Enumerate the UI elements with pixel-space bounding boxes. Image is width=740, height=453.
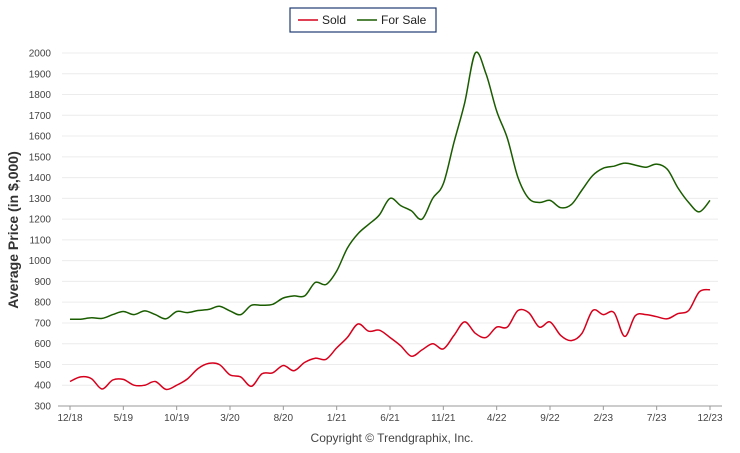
- legend[interactable]: Sold For Sale: [289, 7, 437, 33]
- y-tick-label: 1900: [29, 69, 52, 80]
- y-tick-label: 500: [34, 360, 51, 371]
- y-tick-label: 1200: [29, 215, 52, 226]
- y-tick-label: 1800: [29, 90, 52, 101]
- legend-label-sold: Sold: [322, 13, 346, 27]
- y-axis-label: Average Price (in $,000): [5, 151, 21, 308]
- grid-lines: [62, 52, 718, 407]
- copyright-text: Copyright © Trendgraphix, Inc.: [311, 431, 474, 445]
- x-tick-label: 10/19: [164, 413, 189, 424]
- x-tick-label: 6/21: [380, 413, 400, 424]
- y-tick-label: 800: [34, 298, 51, 309]
- y-tick-label: 700: [34, 318, 51, 329]
- y-tick-label: 1000: [29, 256, 52, 267]
- y-tick-label: 300: [34, 402, 51, 413]
- y-tick-label: 2000: [29, 49, 52, 60]
- x-tick-label: 7/23: [647, 413, 667, 424]
- y-tick-label: 1700: [29, 111, 52, 122]
- y-axis-ticks: 300 400 500 600 700 800 900 1000 1100 1200 1300 140…: [29, 49, 52, 413]
- series-line-sold: [69, 288, 711, 391]
- x-tick-label: 9/22: [540, 413, 560, 424]
- x-axis-ticks: 12/18 5/19 10/19 3/20 8/20 1/21 6/21 11/21 4/22 9…: [57, 406, 723, 424]
- x-tick-label: 1/21: [327, 413, 347, 424]
- x-tick-label: 12/18: [57, 413, 82, 424]
- series-line-for-sale: [69, 51, 711, 321]
- series-lines: [69, 51, 711, 391]
- x-tick-label: 5/19: [114, 413, 134, 424]
- y-tick-label: 1100: [29, 235, 51, 246]
- y-tick-label: 1300: [29, 194, 52, 205]
- y-tick-label: 1600: [29, 132, 52, 143]
- x-tick-label: 11/21: [431, 413, 456, 424]
- x-tick-label: 2/23: [594, 413, 614, 424]
- x-tick-label: 8/20: [274, 413, 294, 424]
- y-tick-label: 900: [34, 277, 51, 288]
- x-tick-label: 3/20: [220, 413, 240, 424]
- y-tick-label: 600: [34, 339, 51, 350]
- x-tick-label: 12/23: [697, 413, 722, 424]
- x-tick-label: 4/22: [487, 413, 507, 424]
- y-tick-label: 400: [34, 381, 51, 392]
- y-tick-label: 1400: [29, 173, 52, 184]
- legend-label-for-sale: For Sale: [381, 13, 427, 27]
- y-tick-label: 1500: [29, 152, 52, 163]
